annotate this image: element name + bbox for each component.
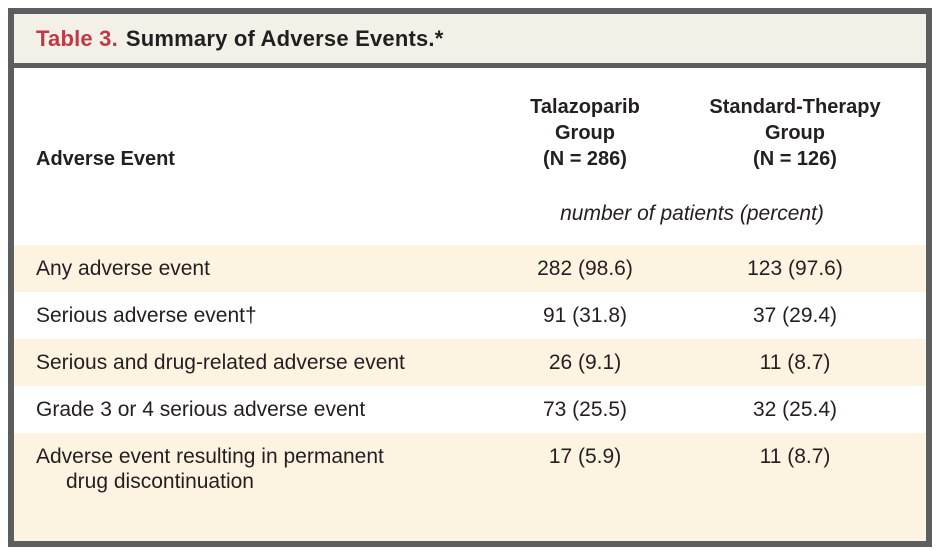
column-header-line: Group	[765, 122, 825, 144]
table-title-bar: Table 3. Summary of Adverse Events.*	[14, 14, 926, 68]
value-standard-therapy: 32 (25.4)	[752, 398, 838, 421]
units-row: number of patients (percent)	[14, 200, 926, 228]
value-talazoparib: 26 (9.1)	[548, 351, 622, 374]
column-header-line: (N = 126)	[753, 148, 837, 170]
value-standard-therapy: 11 (8.7)	[759, 351, 831, 374]
value-standard-therapy: 11 (8.7)	[759, 445, 831, 468]
value-talazoparib: 91 (31.8)	[542, 304, 628, 327]
table-row: Adverse event resulting in permanent dru…	[14, 433, 926, 541]
column-header-talazoparib-group: Talazoparib Group (N = 286)	[482, 94, 688, 172]
table-row: Serious adverse event† 91 (31.8) 37 (29.…	[14, 292, 926, 339]
value-talazoparib: 17 (5.9)	[548, 445, 622, 468]
row-label: Serious adverse event†	[36, 304, 257, 327]
row-label: Serious and drug-related adverse event	[36, 351, 405, 374]
column-header-row: Adverse Event Talazoparib Group (N = 286…	[14, 68, 926, 172]
units-label: number of patients (percent)	[560, 202, 824, 225]
row-label: Adverse event resulting in permanent dru…	[36, 445, 384, 493]
table-row: Serious and drug-related adverse event 2…	[14, 339, 926, 386]
row-label: Grade 3 or 4 serious adverse event	[36, 398, 366, 421]
table-row: Grade 3 or 4 serious adverse event 73 (2…	[14, 386, 926, 433]
row-label: Any adverse event	[36, 257, 210, 280]
table-number-label: Table 3.	[36, 25, 118, 51]
value-standard-therapy: 37 (29.4)	[752, 304, 838, 327]
table-row: Any adverse event 282 (98.6) 123 (97.6)	[14, 245, 926, 292]
value-talazoparib: 73 (25.5)	[542, 398, 628, 421]
column-header-line: Group	[555, 122, 615, 144]
column-header-line: Standard-Therapy	[709, 96, 881, 118]
table-frame: Table 3. Summary of Adverse Events.* Adv…	[8, 8, 932, 547]
table-body: Adverse Event Talazoparib Group (N = 286…	[14, 68, 926, 541]
value-standard-therapy: 123 (97.6)	[747, 257, 843, 280]
value-talazoparib: 282 (98.6)	[537, 257, 633, 280]
table-title: Summary of Adverse Events.*	[125, 25, 444, 51]
column-header-line: (N = 286)	[543, 148, 627, 170]
column-header-standard-therapy-group: Standard-Therapy Group (N = 126)	[688, 94, 902, 172]
units-spacer	[14, 200, 482, 228]
column-header-line: Talazoparib	[530, 96, 640, 118]
column-header-adverse-event: Adverse Event	[36, 148, 175, 170]
